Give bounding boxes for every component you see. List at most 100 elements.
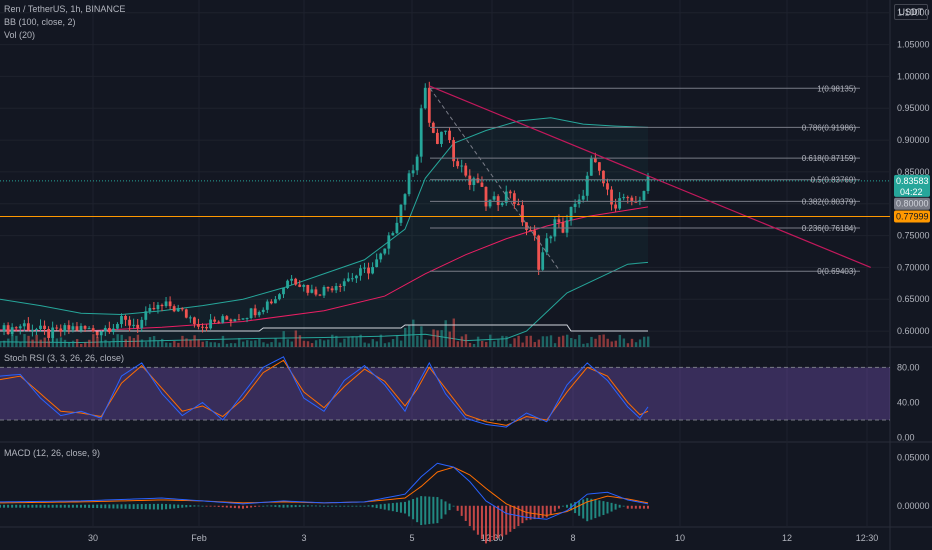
candle-body xyxy=(209,319,212,329)
volume-bar xyxy=(460,336,464,347)
macd-histogram-bar xyxy=(444,501,447,515)
candle-body xyxy=(2,325,6,332)
macd-histogram-bar xyxy=(424,496,427,525)
candle-body xyxy=(346,278,350,282)
macd-histogram-bar xyxy=(404,501,406,514)
volume-bar xyxy=(128,336,131,347)
volume-bar xyxy=(39,339,42,347)
candle-body xyxy=(172,306,176,312)
candle-body xyxy=(168,301,172,307)
macd-histogram-bar xyxy=(169,504,172,509)
currency-badge[interactable]: USDT xyxy=(893,4,928,20)
volume-bar xyxy=(19,342,22,347)
candle-body xyxy=(500,203,504,206)
volume-bar xyxy=(347,336,350,347)
candle-body xyxy=(217,321,221,323)
volume-bar xyxy=(582,343,585,347)
macd-histogram-bar xyxy=(31,504,34,508)
time-tick-label: 10 xyxy=(675,533,685,543)
macd-histogram-bar xyxy=(549,505,552,515)
candle-body xyxy=(630,197,634,202)
candle-body xyxy=(257,312,261,316)
volume-bar xyxy=(444,320,447,347)
macd-histogram-bar xyxy=(96,504,99,509)
macd-histogram-bar xyxy=(436,497,439,524)
candle-body xyxy=(334,286,338,291)
volume-bar xyxy=(116,334,119,347)
candle-body xyxy=(152,307,156,310)
volume-bar xyxy=(355,336,358,347)
volume-bar xyxy=(537,339,541,347)
candle-body xyxy=(517,203,520,206)
candle-body xyxy=(156,304,160,310)
candle-body xyxy=(184,309,188,318)
volume-bar xyxy=(428,339,431,347)
rsi-tick-label: 0.00 xyxy=(897,433,915,443)
volume-bar xyxy=(598,335,601,347)
volume-bar xyxy=(59,337,63,347)
candle-body xyxy=(160,304,164,307)
candle-body xyxy=(18,326,22,329)
candle-body xyxy=(112,328,115,333)
volume-bar xyxy=(497,339,500,347)
candle-body xyxy=(391,233,395,236)
volume-bar xyxy=(335,335,338,347)
volume-bar xyxy=(594,338,597,347)
volume-bar xyxy=(274,338,277,347)
volume-bar xyxy=(634,342,638,347)
volume-bar xyxy=(343,338,346,347)
macd-histogram-bar xyxy=(201,505,204,507)
candle-body xyxy=(330,288,334,291)
macd-histogram-bar xyxy=(339,505,342,507)
volume-bar xyxy=(189,339,192,347)
volume-bar xyxy=(375,341,379,347)
candle-body xyxy=(525,222,528,230)
macd-histogram-bar xyxy=(355,505,358,507)
macd-histogram-bar xyxy=(242,505,244,509)
candle-body xyxy=(225,316,229,320)
macd-histogram-bar xyxy=(351,505,354,507)
macd-histogram-bar xyxy=(553,505,556,512)
volume-bar xyxy=(100,341,103,347)
macd-histogram-bar xyxy=(618,504,621,508)
volume-bar xyxy=(156,341,160,347)
bb-fill xyxy=(0,117,648,343)
candle-body xyxy=(95,331,99,336)
macd-histogram-bar xyxy=(561,505,564,507)
candle-body xyxy=(22,323,26,327)
macd-histogram-bar xyxy=(233,505,236,509)
candle-body xyxy=(606,183,609,190)
volume-bar xyxy=(298,335,302,347)
volume-bar xyxy=(237,338,241,347)
macd-histogram-bar xyxy=(638,505,641,509)
volume-bar xyxy=(96,336,99,347)
volume-bar xyxy=(448,331,451,347)
volume-bar xyxy=(23,334,26,347)
candle-body xyxy=(533,230,536,236)
macd-histogram-bar xyxy=(594,499,597,519)
volume-bar xyxy=(250,340,253,347)
macd-histogram-bar xyxy=(213,505,216,507)
volume-bar xyxy=(282,331,285,347)
volume-bar xyxy=(399,340,403,347)
candle-body xyxy=(626,197,630,199)
candle-body xyxy=(274,299,277,304)
macd-histogram-bar xyxy=(177,504,180,509)
macd-histogram-bar xyxy=(270,505,273,507)
macd-histogram-bar xyxy=(104,504,107,509)
macd-histogram-bar xyxy=(642,505,645,509)
price-tick-label: 1.10000 xyxy=(897,8,930,18)
volume-bar xyxy=(266,343,269,347)
candle-body xyxy=(302,285,306,287)
macd-histogram-bar xyxy=(173,504,176,509)
volume-bar xyxy=(610,341,613,347)
volume-bar xyxy=(561,335,565,347)
macd-histogram-bar xyxy=(152,503,155,510)
stoch-rsi-legend: Stoch RSI (3, 3, 26, 26, close) xyxy=(4,353,125,363)
price-tick-label: 0.65000 xyxy=(897,294,930,304)
macd-histogram-bar xyxy=(383,503,386,510)
macd-histogram-bar xyxy=(7,504,10,508)
candle-body xyxy=(75,326,79,331)
macd-histogram-bar xyxy=(630,505,633,509)
